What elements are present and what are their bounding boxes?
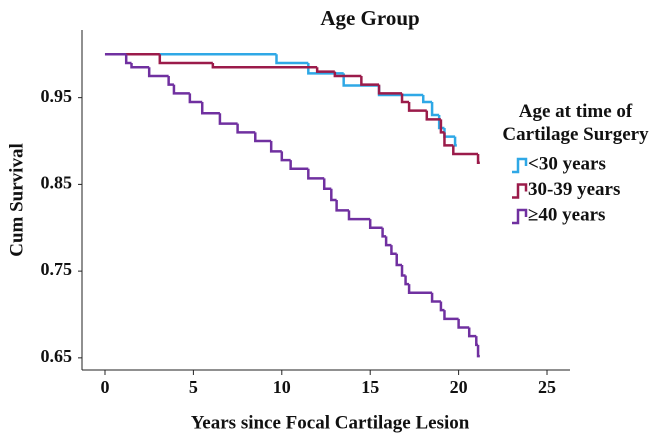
survival-step bbox=[269, 141, 282, 153]
survival-step bbox=[172, 84, 190, 95]
survival-step bbox=[443, 128, 456, 138]
legend-label: 30-39 years bbox=[528, 179, 620, 200]
survival-step bbox=[124, 54, 132, 65]
survival-step bbox=[167, 75, 174, 86]
survival-step bbox=[467, 327, 477, 338]
survival-step bbox=[443, 310, 459, 321]
survival-step bbox=[275, 54, 309, 65]
survival-step bbox=[158, 54, 213, 65]
x-tick-label: 5 bbox=[189, 377, 198, 397]
survival-step bbox=[400, 93, 410, 104]
survival-step bbox=[404, 275, 410, 286]
x-tick-label: 15 bbox=[361, 377, 379, 397]
survival-step bbox=[475, 336, 479, 347]
survival-step bbox=[407, 101, 427, 112]
survival-step bbox=[307, 168, 325, 180]
survival-step bbox=[315, 67, 335, 73]
y-tick-label: 0.85 bbox=[41, 173, 73, 193]
legend-swatch bbox=[512, 208, 528, 225]
survival-step bbox=[400, 265, 406, 277]
y-axis-label: Cum Survival bbox=[6, 143, 27, 257]
y-tick-label: 0.65 bbox=[41, 346, 73, 366]
survival-step bbox=[335, 200, 349, 212]
x-axis-label: Years since Focal Cartilage Lesion bbox=[191, 412, 470, 433]
survival-step bbox=[236, 123, 256, 134]
survival-step bbox=[443, 132, 454, 147]
survival-step bbox=[384, 236, 392, 247]
survival-step bbox=[330, 188, 337, 202]
survival-step bbox=[347, 210, 371, 221]
survival-step bbox=[280, 151, 291, 162]
survival-step bbox=[457, 318, 470, 329]
survival-step bbox=[368, 219, 383, 230]
survival-step bbox=[425, 110, 441, 121]
survival-step bbox=[211, 62, 318, 69]
survival-step bbox=[476, 344, 480, 358]
y-tick-label: 0.95 bbox=[41, 86, 73, 106]
survival-step bbox=[333, 71, 362, 78]
survival-step bbox=[254, 132, 272, 143]
survival-step bbox=[377, 84, 403, 95]
survival-step bbox=[452, 145, 479, 156]
chart-title: Age Group bbox=[320, 6, 419, 30]
survival-step bbox=[188, 93, 203, 104]
survival-step bbox=[381, 227, 387, 238]
x-tick-label: 0 bbox=[100, 377, 109, 397]
survival-step bbox=[200, 101, 220, 115]
survival-step bbox=[430, 292, 441, 303]
legend-label: ≥40 years bbox=[528, 204, 605, 225]
legend-title: Age at time of Cartilage Surgery bbox=[502, 101, 649, 145]
legend-swatch bbox=[512, 157, 528, 174]
x-tick-label: 25 bbox=[538, 377, 556, 397]
survival-step bbox=[407, 284, 433, 295]
survival-step bbox=[289, 160, 309, 171]
x-tick-label: 10 bbox=[273, 377, 291, 397]
survival-step bbox=[218, 113, 238, 125]
survival-step bbox=[421, 95, 433, 104]
survival-step bbox=[322, 178, 332, 190]
survival-step bbox=[439, 301, 445, 312]
survival-step bbox=[147, 67, 169, 78]
survival-step bbox=[360, 75, 380, 86]
legend-label: <30 years bbox=[528, 153, 606, 174]
survival-step bbox=[390, 245, 397, 256]
survival-step bbox=[453, 136, 457, 147]
survival-step bbox=[395, 253, 403, 267]
survival-step bbox=[430, 101, 440, 117]
y-tick-label: 0.75 bbox=[41, 259, 73, 279]
legend-swatch bbox=[512, 183, 528, 199]
survival-step bbox=[130, 62, 150, 69]
survival-step bbox=[476, 154, 480, 164]
x-tick-label: 20 bbox=[450, 377, 468, 397]
